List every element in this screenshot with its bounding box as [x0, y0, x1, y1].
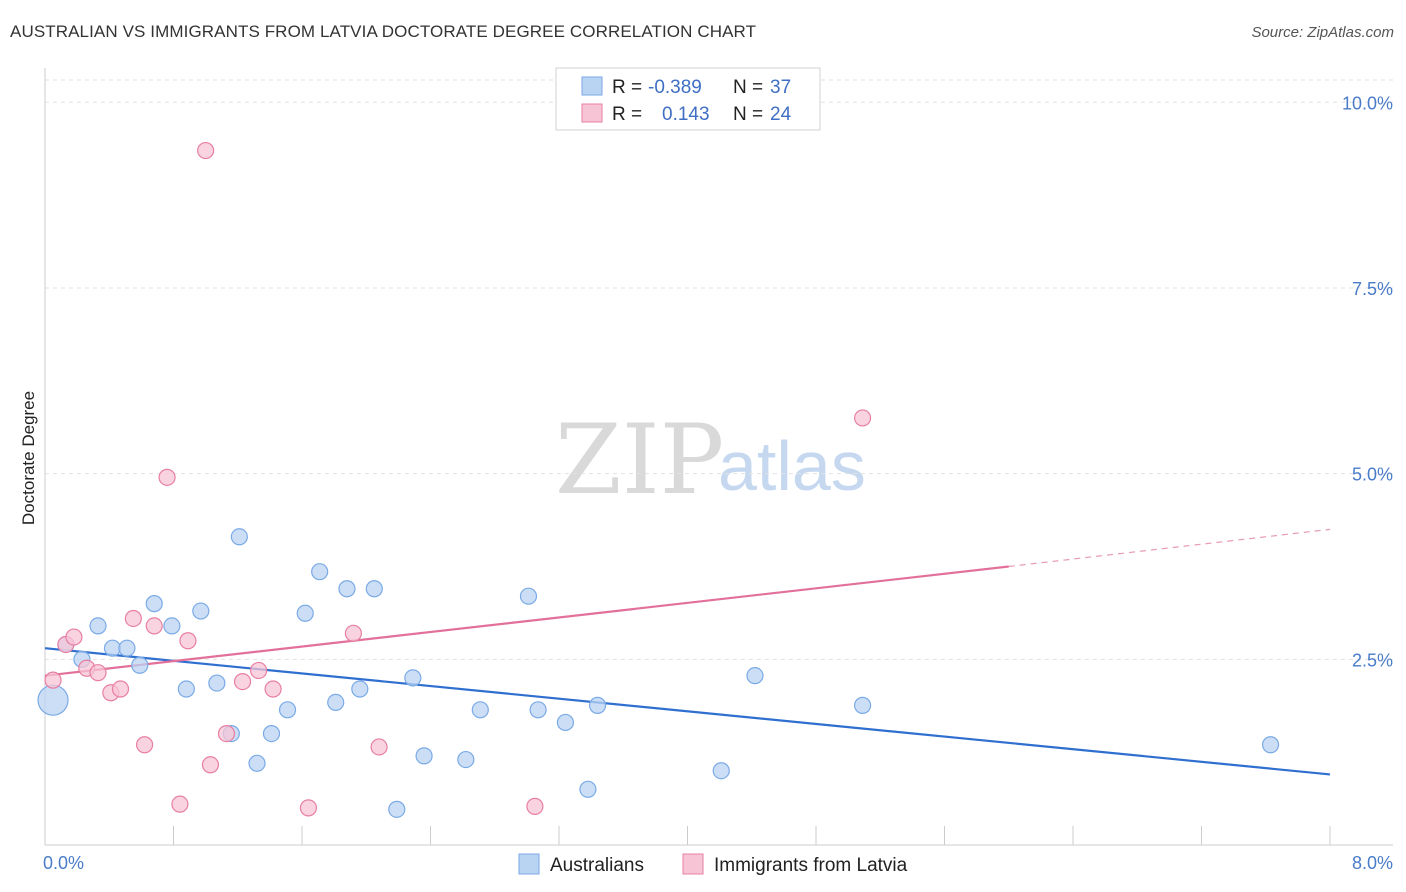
point-latvia-10: [158, 468, 176, 486]
point-latvia-0: [44, 671, 62, 689]
x-tick-label-0: 0.0%: [43, 853, 84, 873]
chart-title: AUSTRALIAN VS IMMIGRANTS FROM LATVIA DOC…: [10, 22, 757, 41]
point-latvia-23: [853, 409, 872, 427]
point-australians-24: [404, 669, 422, 687]
point-latvia-15: [217, 724, 236, 743]
y-tick-label-1: 5.0%: [1352, 465, 1393, 485]
point-latvia-14: [201, 756, 220, 774]
point-latvia-12: [179, 632, 197, 650]
legend-n-label-1: N =: [733, 77, 763, 98]
trend-line-1: [44, 565, 1009, 677]
y-tick-label-3: 10.0%: [1342, 93, 1393, 113]
legend-r-label-2: R =: [612, 104, 642, 125]
point-latvia-17: [250, 661, 268, 680]
point-australians-36: [1261, 736, 1280, 754]
point-australians-0: [37, 684, 69, 716]
x-tick-label-1: 8.0%: [1352, 853, 1393, 873]
point-australians-14: [248, 754, 266, 772]
y-axis-label: Doctorate Degree: [19, 391, 38, 525]
tick-labels: 2.5% 5.0% 7.5% 10.0% 0.0% 8.0%: [43, 93, 1393, 873]
point-australians-15: [262, 724, 281, 743]
point-latvia-6: [111, 680, 130, 698]
point-latvia-21: [370, 738, 388, 756]
point-latvia-4: [89, 664, 107, 682]
point-australians-25: [415, 747, 433, 765]
legend-swatch-latvia: [581, 103, 603, 123]
point-australians-18: [311, 563, 329, 581]
point-australians-17: [296, 604, 314, 622]
point-australians-32: [588, 696, 607, 714]
point-latvia-11: [171, 795, 189, 813]
point-latvia-13: [197, 141, 215, 160]
point-australians-16: [278, 701, 297, 719]
trend-line-dashed-1: [1008, 528, 1331, 568]
point-australians-3: [89, 617, 107, 635]
point-latvia-7: [124, 609, 142, 628]
legend-n-value-1: 37: [770, 77, 791, 98]
watermark-zip: ZIP: [555, 404, 724, 516]
point-australians-6: [131, 656, 149, 674]
point-australians-4: [103, 639, 122, 657]
point-australians-11: [208, 674, 226, 692]
data-points: [37, 141, 1280, 818]
point-australians-19: [327, 693, 345, 711]
legend-n-value-2: 24: [770, 104, 792, 125]
point-latvia-9: [145, 617, 163, 635]
point-latvia-19: [299, 799, 318, 817]
point-latvia-8: [135, 736, 154, 754]
point-latvia-18: [264, 680, 282, 698]
series-legend-latvia: Immigrants from Latvia: [714, 855, 908, 876]
point-australians-30: [556, 713, 575, 732]
legend-swatch-australians: [581, 76, 603, 96]
point-australians-28: [519, 587, 538, 605]
point-australians-13: [230, 528, 248, 546]
point-australians-9: [177, 680, 195, 698]
trend-line-0: [44, 647, 1331, 776]
point-australians-21: [351, 680, 369, 698]
stats-legend: R = -0.389 N = 37 R = 0.143 N = 24: [555, 67, 821, 131]
point-latvia-20: [344, 624, 362, 642]
watermark-atlas: atlas: [718, 427, 866, 505]
point-australians-34: [746, 667, 764, 685]
point-australians-7: [145, 595, 163, 613]
gridlines: [45, 79, 1393, 660]
point-australians-23: [388, 800, 406, 818]
legend-r-value-1: -0.389: [648, 77, 702, 98]
point-latvia-2: [65, 628, 83, 646]
legend-n-label-2: N =: [733, 104, 763, 125]
axes: [44, 68, 1393, 846]
point-australians-5: [118, 639, 136, 657]
series-legend-swatch-latvia: [682, 853, 704, 875]
point-australians-26: [457, 750, 475, 769]
point-australians-20: [338, 580, 356, 598]
point-australians-31: [579, 780, 597, 798]
series-legend-australians: Australians: [550, 855, 644, 876]
series-legend-swatch-australians: [518, 853, 540, 875]
point-australians-29: [529, 701, 547, 719]
series-legend: Australians Immigrants from Latvia: [518, 853, 908, 876]
point-australians-35: [853, 696, 872, 714]
y-tick-label-0: 2.5%: [1352, 650, 1393, 670]
legend-r-value-2: 0.143: [662, 104, 710, 125]
legend-r-label-1: R =: [612, 77, 642, 98]
point-latvia-16: [233, 673, 252, 691]
point-australians-27: [471, 701, 489, 719]
point-australians-10: [192, 602, 210, 620]
point-latvia-22: [526, 797, 544, 815]
point-australians-33: [712, 762, 730, 780]
point-australians-22: [365, 580, 383, 598]
point-australians-8: [163, 617, 181, 635]
y-tick-label-2: 7.5%: [1352, 279, 1393, 299]
source-label: Source: ZipAtlas.com: [1251, 24, 1394, 41]
